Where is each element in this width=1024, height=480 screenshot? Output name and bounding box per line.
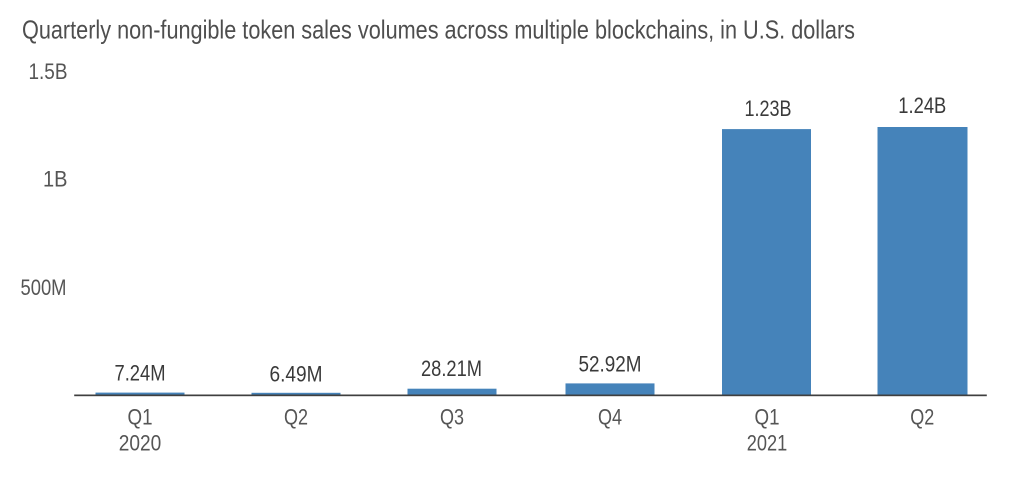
svg-text:6.49M: 6.49M [270, 361, 323, 386]
svg-text:2020: 2020 [119, 431, 162, 456]
svg-text:Q1: Q1 [128, 405, 153, 430]
svg-text:7.24M: 7.24M [115, 361, 166, 386]
svg-text:500M: 500M [21, 275, 67, 300]
svg-text:1B: 1B [43, 167, 68, 192]
svg-text:52.92M: 52.92M [579, 352, 642, 377]
svg-text:Q1: Q1 [755, 405, 780, 430]
svg-text:1.24B: 1.24B [898, 93, 946, 118]
svg-text:Q4: Q4 [598, 405, 622, 430]
svg-text:Quarterly non-fungible token s: Quarterly non-fungible token sales volum… [22, 14, 855, 44]
svg-text:Q2: Q2 [284, 405, 308, 430]
svg-text:1.23B: 1.23B [745, 96, 792, 121]
svg-text:28.21M: 28.21M [421, 356, 482, 381]
svg-text:1.5B: 1.5B [29, 59, 68, 84]
svg-text:Q3: Q3 [440, 405, 464, 430]
svg-text:Q2: Q2 [910, 405, 934, 430]
svg-text:2021: 2021 [747, 431, 788, 456]
